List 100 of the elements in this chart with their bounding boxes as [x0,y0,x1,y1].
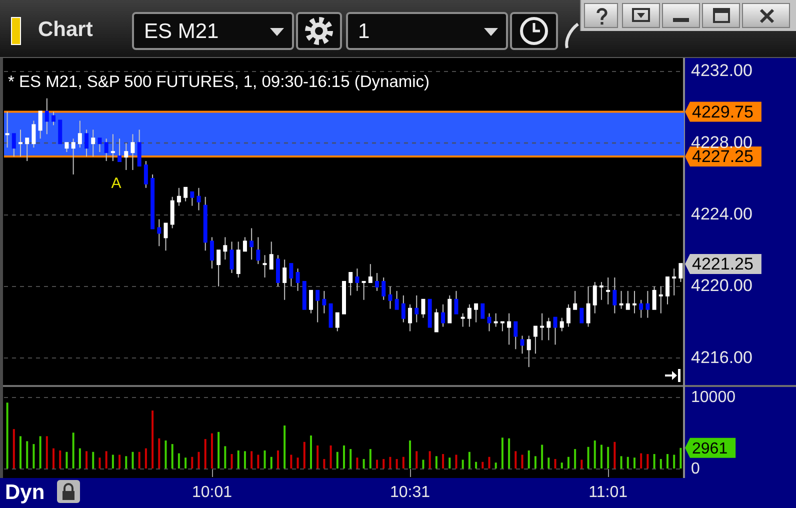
y-tick-label: 4224.00 [691,204,752,224]
candlestick [328,303,333,328]
bar [587,446,590,468]
bar [118,454,121,468]
bar [442,454,444,468]
bar [290,454,292,468]
bar [152,410,154,468]
bar [132,452,134,468]
text: Dyn [5,481,45,505]
candlestick [25,138,30,162]
bar [382,459,385,468]
candlestick [626,290,630,310]
bar [389,456,392,468]
candlestick [606,277,610,304]
bar [250,451,253,468]
bar [336,452,338,468]
symbol-dropdown: ES M21 [132,12,294,50]
bar [46,436,48,468]
candlestick [302,280,306,310]
bar [607,446,610,468]
candlestick [250,228,254,260]
bar [534,456,536,468]
bar [144,448,147,468]
bar [198,452,200,468]
bar [409,440,412,468]
ref-line-label: 4227.25 [692,147,754,166]
candlestick [269,242,274,270]
bar [646,454,649,468]
bar [86,451,88,468]
bar [660,459,662,468]
bar [105,451,108,468]
bar [59,450,62,468]
bar [369,449,372,468]
bar [12,429,15,468]
candlestick [428,298,432,328]
bar [178,453,180,468]
bar [164,440,167,468]
bar [276,450,279,468]
candlestick [58,120,62,144]
bar [494,462,497,468]
bar [158,438,160,468]
bar [310,435,312,468]
candlestick [44,98,49,134]
bar [39,436,42,468]
x-tick-label: 10:31 [390,484,430,502]
bar [620,456,622,468]
candlestick [580,308,584,324]
candlestick [553,316,558,345]
bar [428,451,431,468]
ref-line-label: 4229.75 [692,102,754,122]
bar [52,448,55,468]
y-tick-label: 4232.00 [691,61,752,80]
bar [416,451,418,468]
annotation: A [111,175,122,192]
bar [396,459,398,468]
candlestick [342,280,346,314]
bar [284,426,286,468]
bar [362,459,365,468]
bar [640,453,642,468]
text: * ES M21, S&P 500 FUTURES, 1, 09:30-16:15 (Dynamic) [8,73,430,91]
bar [554,459,556,468]
bar [435,456,438,468]
candlestick [18,130,23,157]
text: Chart [38,18,93,42]
bar [626,456,629,468]
text: 4221.25 [692,254,754,274]
text: 2961 [692,440,728,458]
bar [422,460,424,468]
bar [6,402,8,468]
bar [171,444,174,468]
y-tick-label: 0 [691,460,700,478]
bar [343,445,345,468]
bar [633,458,636,468]
interval-dropdown: 1 [346,12,508,50]
bar [270,456,272,468]
candlestick [474,303,478,322]
bar [376,460,378,468]
bar [574,449,576,468]
bar [138,452,140,468]
candlestick [480,303,485,319]
bar [20,436,22,468]
bar [560,462,563,468]
bar [462,460,464,468]
y-tick-label: 4216.00 [691,348,752,367]
x-tick-label: 10:01 [192,484,232,502]
bar [66,452,68,468]
bar [218,432,220,468]
bar [125,456,128,468]
bar [402,456,404,468]
bar [455,454,458,468]
bar [26,441,28,468]
bar [600,444,602,468]
bar [210,433,213,468]
bar [580,460,583,468]
bar [191,456,194,468]
candlestick [216,250,221,286]
bar [112,454,114,468]
bar [567,456,570,468]
bar [508,438,510,468]
candlestick [164,222,168,251]
